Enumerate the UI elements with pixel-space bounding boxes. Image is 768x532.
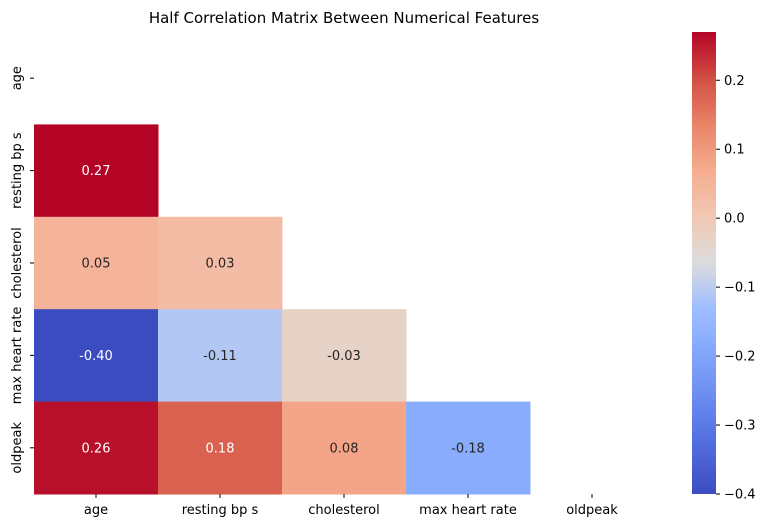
colorbar-tick-label: −0.2	[724, 350, 756, 365]
cell-value-label: 0.18	[206, 441, 235, 456]
heatmap-cell-oldpeak-max-heart-rate	[406, 401, 531, 495]
y-tick-label: max heart rate	[10, 307, 25, 405]
colorbar-tick-label: −0.1	[724, 281, 756, 296]
heatmap-axes: age resting bp s cholesterol max heart rate…	[10, 66, 618, 518]
heatmap-cell-cholesterol-age	[34, 216, 159, 310]
heatmap-cell-oldpeak-cholesterol	[282, 401, 407, 495]
x-tick-label: cholesterol	[308, 503, 379, 518]
heatmap-cell-oldpeak-age	[34, 401, 159, 495]
heatmap-cell-oldpeak-resting-bp-s	[158, 401, 283, 495]
heatmap-annotations: 0.27 0.05 0.03 -0.40 -0.11 -0.03 0.26 0.18 0.08 -…	[79, 164, 485, 456]
heatmap-cell-resting-bp-s-age	[34, 124, 159, 218]
cell-value-label: 0.08	[330, 441, 359, 456]
colorbar: 0.2 0.1 0.0 −0.1 −0.2 −0.3 −0.4	[692, 32, 756, 503]
colorbar-tick-label: −0.3	[724, 419, 756, 434]
cell-value-label: 0.27	[82, 164, 111, 179]
heatmap-cell-cholesterol-resting-bp-s	[158, 216, 283, 310]
y-tick-label: oldpeak	[10, 422, 25, 474]
x-tick-label: max heart rate	[419, 503, 517, 518]
colorbar-tick-label: 0.2	[724, 74, 745, 89]
heatmap-cell-max-heart-rate-resting-bp-s	[158, 309, 283, 403]
x-tick-label: oldpeak	[566, 503, 618, 518]
y-tick-label: cholesterol	[10, 227, 25, 298]
heatmap-cells	[34, 124, 531, 495]
colorbar-tick-label: 0.1	[724, 143, 745, 158]
x-tick-label: resting bp s	[182, 503, 259, 518]
cell-value-label: 0.26	[82, 441, 111, 456]
heatmap-cell-max-heart-rate-age	[34, 309, 159, 403]
cell-value-label: -0.40	[79, 349, 113, 364]
cell-value-label: -0.11	[203, 349, 237, 364]
colorbar-gradient	[692, 32, 716, 494]
colorbar-tick-label: −0.4	[724, 488, 756, 503]
chart-title: Half Correlation Matrix Between Numerica…	[149, 9, 540, 27]
cell-value-label: -0.03	[327, 349, 361, 364]
colorbar-tick-label: 0.0	[724, 212, 745, 227]
y-tick-label: age	[10, 66, 25, 90]
cell-value-label: 0.03	[206, 257, 235, 272]
y-tick-label: resting bp s	[10, 132, 25, 209]
cell-value-label: 0.05	[82, 257, 111, 272]
cell-value-label: -0.18	[451, 441, 485, 456]
x-tick-label: age	[84, 503, 108, 518]
heatmap-cell-max-heart-rate-cholesterol	[282, 309, 407, 403]
